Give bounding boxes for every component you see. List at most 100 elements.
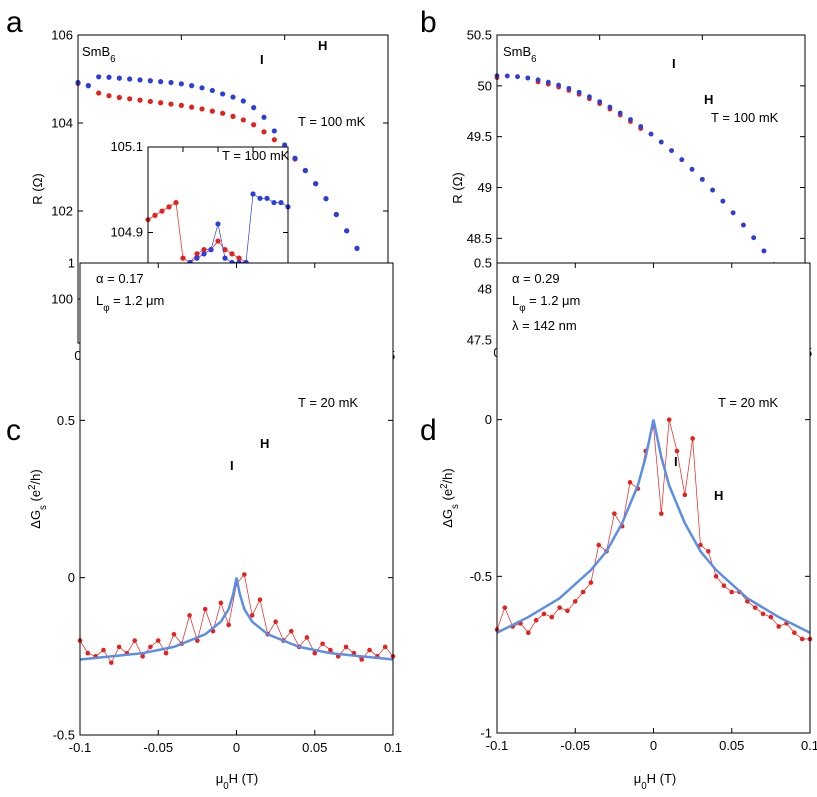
data-point [751,235,757,241]
plot-area [80,263,393,735]
text-segment: /h) [28,469,43,484]
data-point [209,108,215,114]
data-point [163,650,169,656]
text-segment: R (Ω) [450,172,465,203]
x-tick-label: -0.1 [486,738,508,753]
text-segment: I [260,52,264,67]
data-point [178,102,184,108]
y-axis-label: R (Ω) [450,172,465,203]
data-point [180,255,186,261]
y-tick-label: 1 [68,256,75,271]
data-point [698,542,703,548]
data-point [220,91,226,97]
text-segment: (e [440,489,455,504]
y-tick-label: 49 [478,180,492,195]
data-point [323,196,329,202]
data-point [158,79,164,85]
data-point [282,142,288,148]
annotation: T = 100 mK [222,148,290,163]
data-point [690,436,695,441]
data-point [155,638,161,643]
data-point [201,251,207,257]
plot-frame [496,262,811,734]
data-point [173,199,179,206]
data-point [271,199,277,206]
data-point [549,614,555,620]
annotation: Lφ = 1.2 μm [512,293,580,314]
data-point [96,74,102,80]
data-point [659,511,664,516]
text-segment: I [230,458,234,473]
data-point [96,90,102,96]
text-segment: 0 [641,781,647,792]
annotation: SmB6 [503,44,537,65]
data-point [682,492,688,498]
data-point [541,611,547,617]
data-point [199,85,205,91]
data-point [689,166,695,172]
data-point [85,650,91,656]
panel-letter: a [6,6,23,39]
data-point [85,83,91,89]
data-point [565,608,570,614]
data-point [166,204,172,210]
x-axis-label: μ0H (T) [634,771,677,792]
data-point [502,605,508,610]
text-segment: H (T) [647,771,677,786]
y-tick-label: 50.5 [467,28,492,43]
data-point [226,622,231,628]
text-segment: = 1.2 μm [110,293,165,308]
data-point [302,167,308,174]
x-tick-label: -0.05 [143,740,173,755]
text-segment: φ [103,303,109,314]
data-point [710,187,715,193]
text-segment: α = 0.29 [512,271,560,286]
y-tick-label: 105.1 [110,139,143,154]
annotation: H [260,436,269,451]
x-axis-label: μ0H (T) [216,771,259,792]
y-tick-label: 106 [51,28,73,43]
data-point [251,122,257,128]
data-point [273,619,278,625]
data-point [194,251,200,257]
text-segment: μ [634,771,642,786]
text-segment: L [96,293,103,308]
data-point [674,448,680,454]
y-tick-label: 0.5 [474,256,492,271]
data-point [147,98,153,105]
data-point [137,97,143,103]
data-point [202,606,208,612]
data-point [679,157,685,163]
data-point [741,222,746,228]
panel-letter: d [420,414,437,447]
text-segment: /h) [440,468,455,483]
data-point [292,155,298,161]
data-point [240,117,246,123]
data-point [288,628,294,634]
data-point [195,638,200,643]
y-tick-label: -0.5 [53,728,75,743]
y-tick-label: 0.5 [57,413,75,428]
data-point [230,94,236,100]
text-segment: T = 100 mK [711,110,779,125]
annotation: α = 0.17 [96,271,144,286]
annotation: λ = 142 nm [512,318,577,333]
data-point [557,605,562,610]
data-point [320,641,325,647]
data-point [638,124,644,129]
data-point [137,77,143,83]
data-point [580,589,586,595]
data-point [116,94,122,101]
annotation: I [672,56,676,71]
data-point [132,638,138,643]
text-segment: T = 100 mK [222,148,290,163]
text-segment: 2 [439,483,450,488]
text-segment: H [704,92,713,107]
fit-line [496,419,811,634]
data-point [535,77,541,83]
text-segment: 6 [110,54,115,65]
data-point [147,78,153,84]
x-tick-label: 0.1 [384,740,402,755]
x-tick-label: -0.1 [69,740,91,755]
data-point [760,611,766,617]
